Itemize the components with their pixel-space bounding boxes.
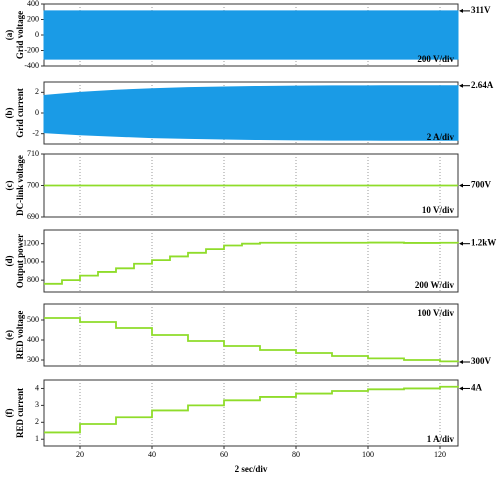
scale-label: 1 A/div — [427, 434, 455, 444]
panel-frame — [43, 379, 459, 447]
panel-label: (b) — [4, 107, 14, 118]
y-tick-label: 200 — [27, 14, 39, 23]
y-tick-label: 0 — [35, 108, 39, 117]
panel-frame — [43, 229, 459, 293]
y-tick-label: 800 — [27, 275, 39, 284]
y-tick-label: 500 — [27, 315, 39, 324]
panel-label: (f) — [4, 409, 14, 418]
marker-arrowhead — [459, 183, 463, 188]
y-tick-label: -2 — [32, 128, 39, 137]
y-tick-label: 4 — [35, 383, 39, 392]
signal-envelope — [43, 85, 459, 114]
marker-label: 1.2kW — [471, 238, 496, 248]
y-tick-label: 2 — [35, 417, 39, 426]
x-tick-label: 100 — [362, 450, 374, 459]
scale-label: 100 V/div — [417, 308, 454, 318]
y-tick-label: 400 — [27, 335, 39, 344]
marker-label: 300V — [471, 356, 492, 366]
panel-label: (c) — [4, 181, 14, 191]
marker-arrowhead — [459, 8, 463, 13]
y-tick-label: -400 — [24, 61, 39, 70]
marker-arrowhead — [459, 241, 463, 246]
y-axis-label: Grid voltage — [15, 11, 25, 59]
scale-label: 200 W/div — [415, 280, 455, 290]
y-axis-label: DC-link voltage — [15, 155, 25, 216]
y-tick-label: 0 — [35, 30, 39, 39]
signal-envelope — [43, 34, 459, 60]
marker-label: 311V — [471, 5, 491, 15]
y-tick-label: 1 — [35, 434, 39, 443]
x-tick-label: 20 — [76, 450, 84, 459]
y-axis-label: RED current — [15, 388, 25, 438]
marker-label: 700V — [471, 180, 492, 190]
y-tick-label: 1000 — [23, 257, 39, 266]
y-axis-label: Output power — [15, 234, 25, 288]
marker-arrowhead — [459, 83, 463, 88]
marker-label: 2.64A — [471, 80, 494, 90]
signal-line — [44, 385, 459, 434]
y-tick-label: 1200 — [23, 239, 39, 248]
y-tick-label: 690 — [27, 212, 39, 221]
panel-label: (e) — [4, 330, 14, 340]
y-tick-label: 710 — [27, 149, 39, 158]
y-tick-label: -200 — [24, 45, 39, 54]
signal-line — [44, 241, 459, 285]
panel-label: (a) — [4, 30, 14, 41]
y-tick-label: 400 — [27, 0, 39, 8]
x-axis-label: 2 sec/div — [235, 464, 268, 474]
scale-label: 200 V/div — [417, 54, 454, 64]
y-axis-label: Grid current — [15, 88, 25, 138]
y-tick-label: 300 — [27, 355, 39, 364]
signal-envelope — [43, 10, 459, 36]
scale-label: 10 V/div — [422, 205, 455, 215]
panel-label: (d) — [4, 255, 14, 266]
y-tick-label: 2 — [35, 87, 39, 96]
marker-label: 4A — [471, 383, 483, 393]
x-tick-label: 40 — [148, 450, 156, 459]
x-tick-label: 60 — [220, 450, 228, 459]
y-tick-label: 700 — [27, 180, 39, 189]
signal-envelope — [43, 112, 459, 141]
scale-label: 2 A/div — [427, 132, 455, 142]
x-tick-label: 80 — [292, 450, 300, 459]
panel-frame — [43, 303, 459, 367]
x-tick-label: 120 — [434, 450, 446, 459]
marker-arrowhead — [459, 386, 463, 391]
signal-line — [44, 317, 459, 363]
y-tick-label: 3 — [35, 400, 39, 409]
y-axis-label: RED voltage — [15, 311, 25, 360]
marker-arrowhead — [459, 360, 463, 364]
